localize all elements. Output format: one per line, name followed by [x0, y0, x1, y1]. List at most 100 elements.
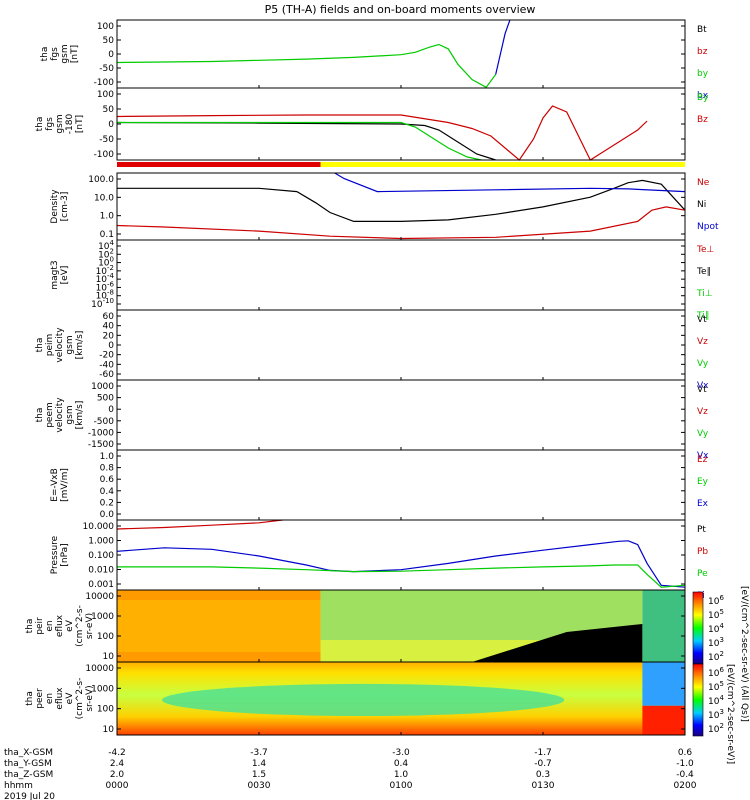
ytick-label-peim_velocity-3: 0	[108, 341, 114, 351]
colorbar-peir-tick-2: 104	[708, 622, 724, 635]
ytick-label-peir_spectrogram-2: 100	[97, 632, 114, 642]
ephem-value-4-2: -0.4	[676, 770, 694, 780]
ephem-value-0-2: 2.0	[110, 770, 125, 780]
colorbar-peir-tick-1: 105	[708, 608, 724, 621]
legend-density-0: Ne	[697, 178, 710, 188]
legend-peim_velocity-0: Vt	[697, 315, 707, 325]
colorbar-peir-tick-0: 106	[708, 594, 724, 607]
ylabel-peim_velocity-3: gsm	[65, 335, 75, 354]
ephem-row-label-hhmm: hhmm	[4, 781, 33, 791]
ytick-label-fgs_180-3: -50	[99, 135, 114, 145]
ephem-value-1-2: 1.5	[252, 770, 266, 780]
legend-pressure-0: Pt	[697, 525, 706, 535]
ytick-label-fgs-3: -50	[99, 64, 114, 74]
ylabel-peer_spectrogram-4: eV	[65, 692, 75, 705]
colorbar-peer	[692, 663, 704, 737]
ephem-value-0-0: -4.2	[108, 748, 126, 758]
ylabel-fgs-3: [nT]	[70, 45, 80, 63]
series-pressure-pi	[116, 540, 686, 588]
ylabel-fgs_180-0: tha	[35, 117, 45, 132]
colorbar-label: [eV/(cm^2-sec-sr-eV)]	[725, 664, 735, 764]
ylabel-temperature-0: magt3	[50, 260, 60, 289]
ephem-value-3-0: -1.7	[534, 748, 552, 758]
legend-peem_velocity-2: Vy	[697, 429, 709, 439]
ylabel-fgs-1: fgs	[50, 47, 60, 61]
ytick-label-fgs_180-1: 50	[103, 105, 115, 115]
ytick-label-efield-4: 0.2	[100, 498, 114, 508]
mode-bar-slow	[117, 162, 321, 167]
legend-fgs_180-1: Bz	[697, 115, 708, 125]
ephem-value-3-3: 0130	[532, 781, 555, 791]
ytick-label-fgs-4: -100	[94, 78, 115, 88]
date-label: 2019 Jul 20	[4, 792, 55, 800]
ephem-value-3-2: 0.3	[536, 770, 550, 780]
ephemeris-columns: -4.22.42.00000-3.71.41.50030-3.00.41.001…	[106, 748, 697, 791]
ylabel-fgs-0: tha	[40, 47, 50, 62]
ylabel-pressure-1: [nPa]	[60, 543, 70, 566]
ylabel-peem_velocity-0: tha	[35, 408, 45, 423]
series-pressure-pb	[116, 519, 283, 530]
ytick-label-efield-2: 0.6	[100, 475, 115, 485]
ytick-label-peim_velocity-4: -20	[99, 351, 114, 361]
ytick-label-peim_velocity-5: -40	[99, 360, 114, 370]
ylabel-peim_velocity-1: peim	[45, 334, 55, 357]
ylabel-peir_spectrogram-1: peir	[35, 617, 45, 635]
ytick-label-temperature-7: 10-10	[91, 297, 114, 310]
series-density-ne	[116, 206, 686, 240]
ytick-label-temperature-6: 10-8	[96, 289, 114, 302]
ytick-label-fgs-2: 0	[108, 50, 114, 60]
ylabel-peem_velocity-4: [km/s]	[75, 401, 85, 430]
legend-fgs-2: by	[697, 69, 709, 79]
ytick-label-peem_velocity-0: 1000	[91, 382, 114, 392]
ylabel-pressure-0: Pressure	[50, 535, 60, 574]
ytick-label-temperature-3: 10-2	[96, 264, 114, 277]
ytick-label-temperature-0: 104	[98, 239, 114, 252]
panel-pressure: 10.000 1.000 0.100 0.010 0.001 Pressure [nPa] P…	[50, 519, 708, 601]
legend-temperature-0: Te⊥	[696, 245, 715, 255]
ytick-label-pressure-1: 1.000	[88, 537, 114, 547]
ylabel-peer_spectrogram-1: peer	[35, 688, 45, 709]
ytick-label-efield-1: 0.8	[100, 464, 115, 474]
ylabel-temperature-1: [eV]	[60, 266, 70, 285]
legend-peem_velocity-0: Vt	[697, 385, 707, 395]
frame-pressure	[116, 519, 686, 591]
legend-peim_velocity-1: Vz	[697, 337, 708, 347]
ylabel-fgs_180-3: -180	[65, 114, 75, 135]
legend-efield-0: Ez	[697, 455, 708, 465]
ephem-row-label-x: tha_X-GSM	[4, 748, 53, 758]
ylabel-peir_spectrogram-6: sr-eV)	[85, 613, 95, 639]
peer-core	[161, 683, 565, 717]
ephem-value-0-3: 0000	[106, 781, 129, 791]
peir-hot-core	[117, 600, 321, 652]
ylabel-peim_velocity-0: tha	[35, 338, 45, 353]
frame-temperature	[116, 239, 686, 311]
panel-efield: 1.0 0.80.6 0.40.2 0.0 E=-VxB [mV/m] Ez Ey Ex	[50, 449, 709, 521]
legend-temperature-3: Ti∥	[696, 311, 709, 321]
panel-peir_spectrogram: 10000 1000 100 10 tha peir en eflux eV (cm^2-s-sr…	[25, 589, 686, 663]
frame-density	[116, 172, 686, 241]
ytick-label-temperature-4: 10-4	[96, 272, 115, 285]
ephem-value-0-1: 2.4	[110, 759, 125, 769]
ytick-label-density-2: 1.0	[100, 212, 115, 222]
legend-efield-2: Ex	[697, 499, 709, 509]
ylabel-fgs_180-2: gsm	[55, 114, 65, 133]
ephem-value-1-3: 0030	[248, 781, 271, 791]
colorbar-peer-tick-1: 105	[708, 680, 724, 693]
ytick-label-density-0: 100.0	[88, 175, 114, 185]
ylabel-peem_velocity-3: gsm	[65, 405, 75, 424]
ylabel-peir_spectrogram-4: eV	[65, 619, 75, 632]
ytick-label-pressure-2: 0.100	[88, 551, 114, 561]
ylabel-peer_spectrogram-2: en	[45, 693, 55, 704]
ylabel-peer_spectrogram-5: (cm^2-s-	[75, 678, 85, 720]
ytick-label-peem_velocity-1: 500	[97, 394, 114, 404]
ytick-label-peir_spectrogram-3: 10	[103, 652, 115, 662]
ytick-label-fgs-0: 100	[97, 22, 114, 32]
ylabel-peer_spectrogram-3: eflux	[55, 687, 65, 710]
ylabel-peir_spectrogram-3: eflux	[55, 614, 65, 637]
colorbar-peir-tick-3: 103	[708, 636, 724, 649]
ylabel-peim_velocity-2: velocity	[55, 327, 65, 363]
